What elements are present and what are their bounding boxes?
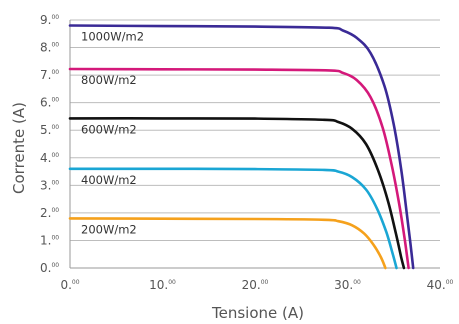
x-tick-label: 40.00 bbox=[427, 278, 454, 292]
y-tick-label: 1.00 bbox=[40, 233, 59, 247]
series-label: 1000W/m2 bbox=[81, 30, 144, 44]
y-tick-label: 0.00 bbox=[40, 261, 59, 275]
axes bbox=[69, 20, 440, 269]
series-label: 400W/m2 bbox=[81, 173, 137, 187]
y-tick-label: 2.00 bbox=[40, 206, 59, 220]
y-tick-label: 3.00 bbox=[40, 178, 59, 192]
series-line bbox=[68, 24, 415, 270]
series-labels: 1000W/m2 800W/m2 600W/m2 400W/m2 200W/m2 bbox=[81, 30, 144, 237]
series-line bbox=[68, 67, 410, 270]
series-line bbox=[68, 217, 387, 270]
series-line bbox=[68, 117, 406, 270]
series-label: 200W/m2 bbox=[81, 222, 137, 236]
series-lines bbox=[68, 24, 415, 270]
y-tick-label: 5.00 bbox=[40, 123, 59, 137]
y-tick-label: 4.00 bbox=[40, 151, 59, 165]
y-tick-label: 9.00 bbox=[40, 13, 59, 27]
y-axis-label: Corrente (A) bbox=[10, 102, 28, 194]
series-label: 600W/m2 bbox=[81, 122, 137, 136]
y-tick-label: 8.00 bbox=[40, 41, 59, 55]
tick-labels: 0.00 1.00 2.00 3.00 4.00 5.00 6.00 7.00 8.00 9.00… bbox=[40, 13, 454, 292]
x-axis-label: Tensione (A) bbox=[211, 304, 304, 322]
series-label: 800W/m2 bbox=[81, 73, 137, 87]
x-tick-label: 20.00 bbox=[242, 278, 269, 292]
x-tick-label: 30.00 bbox=[334, 278, 361, 292]
y-tick-label: 7.00 bbox=[40, 68, 59, 82]
grid bbox=[70, 19, 440, 241]
series-line bbox=[68, 167, 398, 270]
y-tick-label: 6.00 bbox=[40, 96, 59, 110]
x-tick-label: 0.00 bbox=[60, 278, 79, 292]
x-tick-label: 10.00 bbox=[149, 278, 176, 292]
